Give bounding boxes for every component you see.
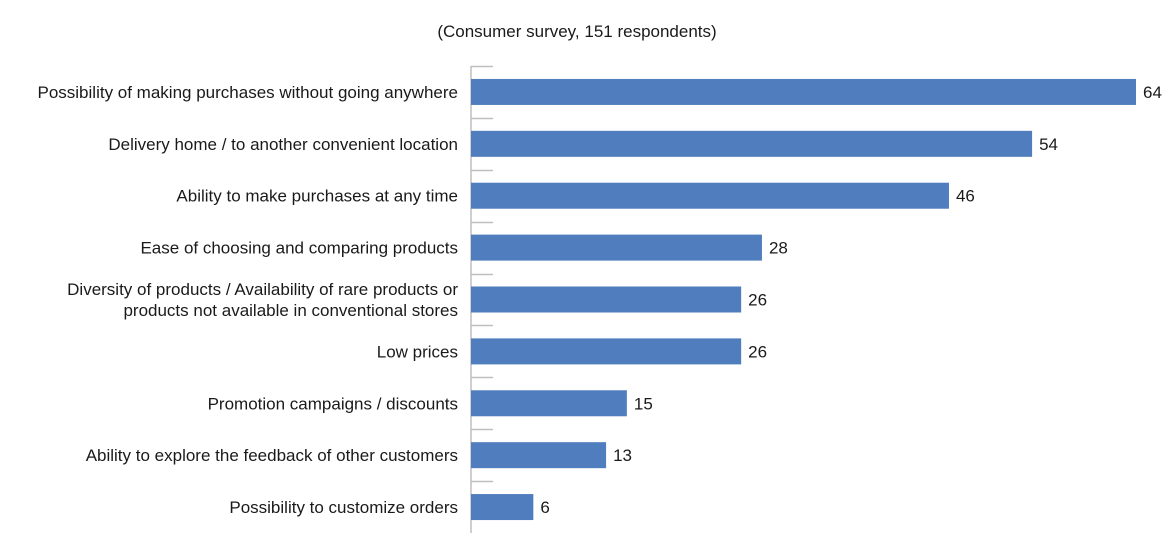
category-label: Possibility to customize orders <box>229 498 458 517</box>
category-label: Diversity of products / Availability of … <box>67 280 458 299</box>
data-label: 46 <box>956 187 975 206</box>
data-label: 54 <box>1039 135 1058 154</box>
bar <box>471 494 534 521</box>
bar <box>471 338 742 365</box>
bar <box>471 286 742 313</box>
bar <box>471 182 949 209</box>
data-label: 15 <box>634 394 653 413</box>
data-label: 28 <box>769 239 788 258</box>
category-label: Delivery home / to another convenient lo… <box>108 135 458 154</box>
bar-layer <box>471 78 1136 521</box>
category-label: products not available in conventional s… <box>123 301 458 320</box>
chart-subtitle: (Consumer survey, 151 respondents) <box>437 22 716 41</box>
category-label: Ability to make purchases at any time <box>176 187 458 206</box>
category-label: Possibility of making purchases without … <box>37 83 458 102</box>
data-label: 26 <box>748 291 767 310</box>
data-label: 13 <box>613 446 632 465</box>
bar <box>471 78 1136 105</box>
bar <box>471 234 762 261</box>
category-label: Promotion campaigns / discounts <box>208 394 458 413</box>
data-label: 26 <box>748 342 767 361</box>
category-label: Low prices <box>377 342 458 361</box>
bar <box>471 130 1033 157</box>
bar <box>471 442 607 469</box>
data-label: 64 <box>1143 83 1162 102</box>
bar <box>471 390 627 417</box>
category-label: Ease of choosing and comparing products <box>140 239 458 258</box>
data-label: 6 <box>540 498 549 517</box>
category-label: Ability to explore the feedback of other… <box>86 446 458 465</box>
label-layer: 64 Possibility of making purchases withou… <box>37 83 1161 517</box>
